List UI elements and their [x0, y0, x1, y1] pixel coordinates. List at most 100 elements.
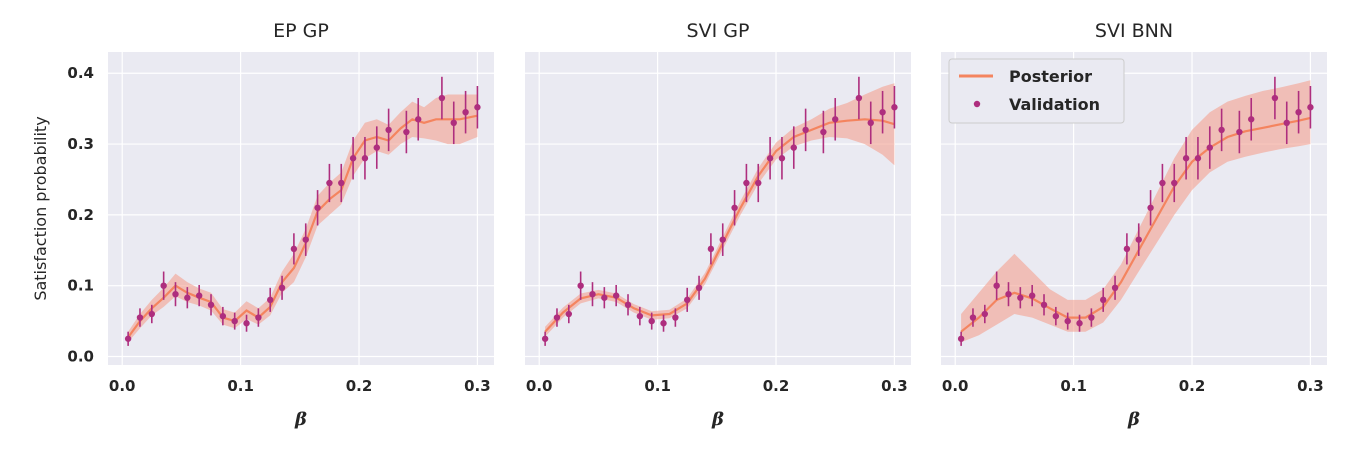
- tick-labels: 0.0 0.1 0.2 0.3: [942, 377, 1324, 395]
- x-axis-label: β: [294, 409, 307, 430]
- validation-point: [1307, 104, 1314, 111]
- y-tick-label: 0.0: [67, 348, 94, 366]
- validation-point: [577, 282, 584, 289]
- validation-point: [338, 179, 345, 187]
- validation-point: [589, 290, 596, 298]
- panel-title: EP GP: [273, 20, 329, 42]
- plot-area: [525, 52, 911, 365]
- validation-point: [267, 296, 274, 304]
- validation-point: [136, 314, 144, 321]
- validation-point: [1171, 179, 1178, 187]
- validation-point: [1295, 108, 1302, 116]
- x-tick-label: 0.2: [1179, 377, 1206, 395]
- validation-point: [981, 310, 989, 318]
- validation-point: [1218, 126, 1225, 134]
- validation-point: [832, 116, 839, 123]
- x-tick-label: 0.3: [1297, 377, 1324, 395]
- validation-point: [1052, 312, 1060, 320]
- validation-points: [541, 76, 898, 346]
- y-axis-label: Satisfaction probability: [31, 116, 50, 300]
- legend: Posterior Validation: [948, 58, 1125, 124]
- x-tick-label: 0.1: [644, 377, 671, 395]
- y-tick-label: 0.2: [67, 206, 94, 224]
- x-axis-label: β: [1127, 409, 1140, 430]
- validation-point: [565, 310, 573, 318]
- validation-point: [1271, 94, 1279, 102]
- validation-point: [1182, 155, 1190, 162]
- panel-title: SVI BNN: [1095, 20, 1173, 42]
- x-tick-label: 0.0: [942, 377, 969, 395]
- validation-point: [695, 284, 703, 292]
- validation-point: [541, 335, 549, 342]
- validation-points: [124, 76, 481, 346]
- panel-svi-gp: 0.0 0.1 0.2 0.3 SVI GP β: [525, 20, 911, 430]
- y-tick-label: 0.1: [67, 277, 94, 295]
- legend-validation-swatch: [973, 100, 981, 108]
- validation-point: [969, 314, 977, 321]
- validation-point: [719, 236, 726, 243]
- validation-point: [672, 314, 679, 321]
- validation-point: [1111, 284, 1119, 292]
- validation-point: [1194, 155, 1202, 162]
- validation-point: [601, 294, 608, 301]
- y-tick-label: 0.4: [67, 64, 94, 82]
- validation-point: [349, 155, 357, 162]
- x-tick-label: 0.1: [1060, 377, 1087, 395]
- validation-point: [195, 292, 203, 299]
- validation-point: [1040, 301, 1048, 309]
- legend-validation-label: Validation: [1009, 95, 1100, 114]
- validation-point: [172, 290, 179, 298]
- validation-point: [778, 155, 786, 162]
- validation-point: [450, 119, 457, 127]
- x-tick-label: 0.0: [109, 377, 136, 395]
- x-tick-label: 0.2: [763, 377, 790, 395]
- validation-point: [1147, 204, 1154, 211]
- panel-svi-bnn: 0.0 0.1 0.2 0.3 SVI BNN β Posterior Validat…: [941, 20, 1327, 430]
- validation-point: [255, 314, 262, 321]
- validation-point: [184, 294, 191, 301]
- validation-point: [1135, 236, 1142, 243]
- validation-point: [790, 144, 797, 151]
- validation-point: [314, 204, 321, 211]
- validation-point: [743, 179, 750, 187]
- validation-point: [707, 245, 715, 253]
- validation-point: [731, 204, 738, 211]
- legend-posterior-label: Posterior: [1009, 67, 1092, 86]
- tick-labels: 0.0 0.1 0.2 0.3: [526, 377, 908, 395]
- panel-title: SVI GP: [687, 20, 750, 42]
- validation-point: [636, 312, 644, 320]
- validation-point: [1123, 245, 1131, 253]
- posterior-credible-band: [961, 80, 1311, 343]
- validation-point: [1064, 317, 1071, 325]
- validation-point: [403, 128, 410, 136]
- posterior-mean-line: [127, 114, 478, 339]
- validation-point: [612, 292, 620, 299]
- x-axis-label: β: [711, 409, 724, 430]
- validation-point: [660, 320, 667, 327]
- x-tick-label: 0.2: [346, 377, 373, 395]
- validation-point: [438, 94, 446, 102]
- validation-point: [243, 320, 250, 327]
- x-tick-label: 0.3: [464, 377, 491, 395]
- validation-point: [1206, 144, 1213, 151]
- validation-point: [1236, 128, 1243, 136]
- y-tick-label: 0.3: [67, 135, 94, 153]
- validation-point: [867, 119, 874, 127]
- validation-point: [766, 155, 774, 162]
- validation-point: [373, 144, 380, 151]
- validation-point: [993, 282, 1000, 289]
- posterior-line: [127, 114, 478, 339]
- validation-point: [802, 126, 809, 134]
- validation-point: [553, 314, 561, 321]
- validation-point: [207, 301, 215, 309]
- validation-point: [1100, 296, 1107, 304]
- validation-point: [855, 94, 863, 102]
- panel-ep-gp: 0.0 0.1 0.2 0.3 0.0 0.1 0.2 0.3 0.4 EP GP β Sati…: [31, 20, 494, 430]
- validation-point: [326, 179, 333, 187]
- validation-point: [1248, 116, 1255, 123]
- validation-point: [1088, 314, 1095, 321]
- validation-point: [278, 284, 286, 292]
- validation-point: [361, 155, 369, 162]
- validation-point: [1017, 294, 1024, 301]
